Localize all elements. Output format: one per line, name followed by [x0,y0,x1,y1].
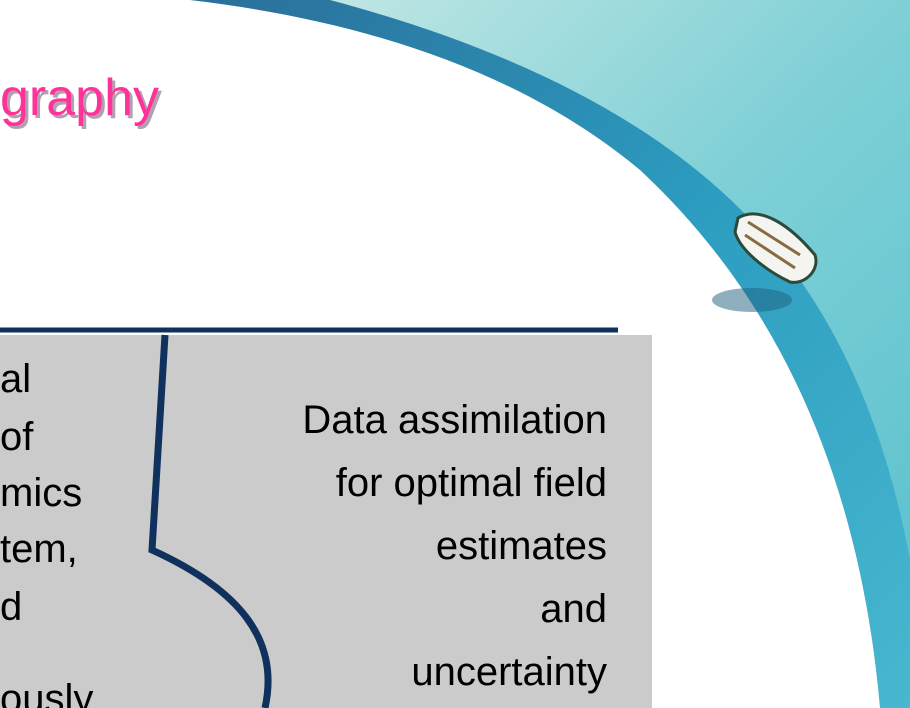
divider-curve [148,334,272,708]
content-box [0,335,652,708]
left-line: al [0,357,31,401]
left-line: of [0,415,34,459]
left-line: ously [0,677,93,708]
left-line: d [0,585,22,629]
right-line: for optimal field [336,461,607,505]
right-line: uncertainty [411,650,607,694]
left-text: al of mics tem, d ously [0,357,93,708]
slide-title: graphy [0,69,159,127]
right-text: Data assimilation for optimal field estima… [302,398,607,694]
boat [712,212,818,312]
left-line: tem, [0,527,78,571]
sea-shallow [330,0,910,560]
right-line: Data assimilation [302,398,607,442]
right-line: and [540,587,607,631]
left-line: mics [0,471,82,515]
right-line: estimates [436,524,607,568]
